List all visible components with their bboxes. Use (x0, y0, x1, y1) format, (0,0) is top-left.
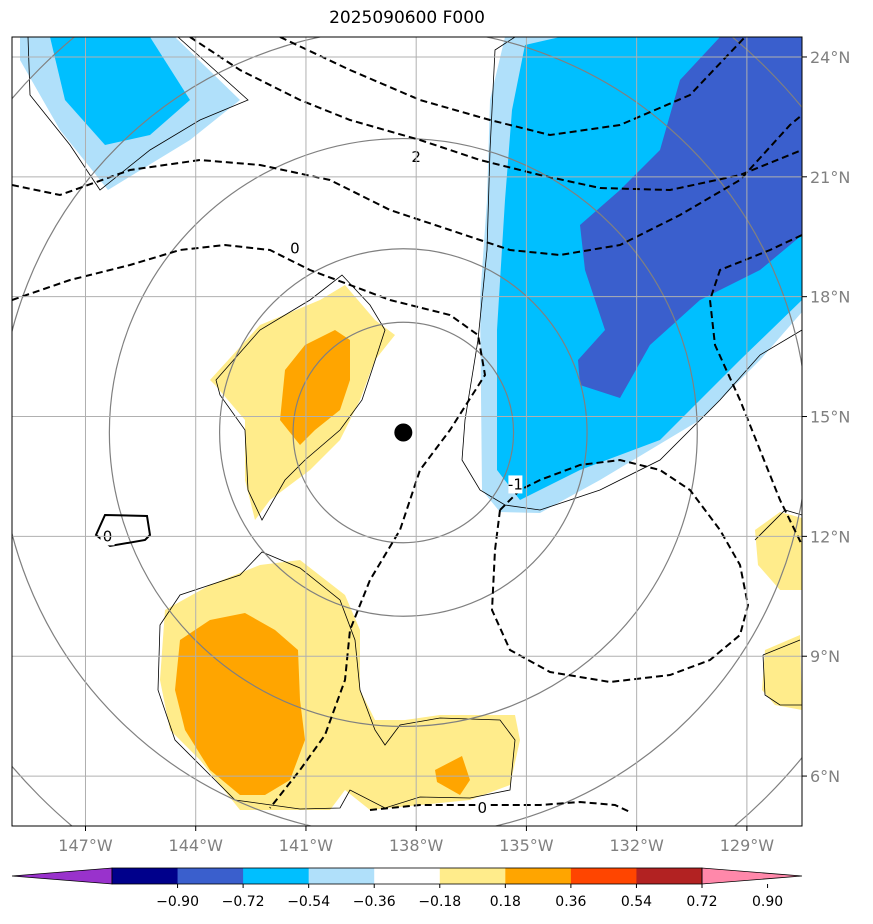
contour-label: -1 (508, 475, 523, 493)
lat-tick-label: 6°N (810, 767, 840, 786)
lat-tick-label: 21°N (810, 168, 850, 187)
shade-yellow-east-2 (762, 635, 802, 710)
latitude-labels: 24°N 21°N 18°N 15°N 12°N 9°N 6°N (802, 48, 850, 786)
lon-tick-label: 138°W (389, 836, 444, 855)
shade-orange-south-small (435, 756, 470, 795)
colorbar-tick-label: 0.54 (621, 894, 652, 910)
colorbar-segment (112, 868, 179, 884)
shade-orange-south (175, 613, 305, 795)
colorbar-frame (111, 867, 703, 885)
colorbar-tick-label: −0.18 (418, 894, 461, 910)
contour-label-bg (508, 475, 523, 494)
lat-tick-label: 18°N (810, 288, 850, 307)
gridline-layer (12, 37, 802, 826)
thin-contour-layer (27, 37, 802, 810)
map-title: 2025090600 F000 (329, 8, 485, 28)
colorbar-segment (243, 868, 310, 884)
contour-label: 0 (478, 799, 488, 817)
shade-yellow-east-1 (755, 512, 802, 590)
colorbar-tick-label: −0.90 (156, 894, 199, 910)
colorbar-segment (308, 868, 375, 884)
colorbar-tick-label: −0.72 (222, 894, 265, 910)
colorbar-segment (570, 868, 637, 884)
range-ring (292, 321, 515, 544)
contour-label-bg (475, 799, 490, 818)
lat-tick-label: 24°N (810, 48, 850, 67)
colorbar-extend-max (701, 867, 803, 885)
lon-tick-label: 132°W (609, 836, 664, 855)
dashed-contour-layer (12, 37, 802, 813)
colorbar-tick-label: 0.90 (752, 894, 783, 910)
lon-tick-label: 135°W (499, 836, 554, 855)
storm-center-marker (394, 423, 413, 442)
map-frame (11, 36, 803, 827)
lon-tick-label: 129°W (720, 836, 775, 855)
lon-tick-label: 144°W (169, 836, 224, 855)
colorbar-tick-label: 0.72 (686, 894, 717, 910)
lon-tick-label: 141°W (279, 836, 334, 855)
colorbar-segment (505, 868, 572, 884)
lon-tick-label: 147°W (58, 836, 113, 855)
colorbar-segment (636, 868, 703, 884)
colorbar: −0.90 −0.72 −0.54 −0.36 −0.18 0.18 0.36 0.54 0.7… (11, 867, 803, 910)
shade-dark-blue-ne (578, 37, 802, 398)
lat-tick-label: 15°N (810, 408, 850, 427)
contour-label: 0 (290, 240, 300, 258)
colorbar-tick-label: −0.54 (287, 894, 330, 910)
colorbar-segment (374, 868, 441, 884)
shaded-field-layer (20, 37, 802, 810)
colorbar-extend-min (11, 867, 113, 885)
longitude-labels: 147°W 144°W 141°W 138°W 135°W 132°W 129°W (58, 826, 774, 855)
colorbar-tick-label: 0.36 (555, 894, 586, 910)
colorbar-segment (177, 868, 244, 884)
colorbar-tick-label: −0.36 (353, 894, 396, 910)
contour-label-bg (287, 239, 302, 258)
range-ring (219, 248, 588, 617)
lat-tick-label: 9°N (810, 647, 840, 666)
lat-tick-label: 12°N (810, 527, 850, 546)
range-ring (108, 137, 698, 728)
colorbar-tick-label: 0.18 (490, 894, 521, 910)
solid-contour-west (94, 513, 152, 548)
colorbar-segment (439, 868, 506, 884)
